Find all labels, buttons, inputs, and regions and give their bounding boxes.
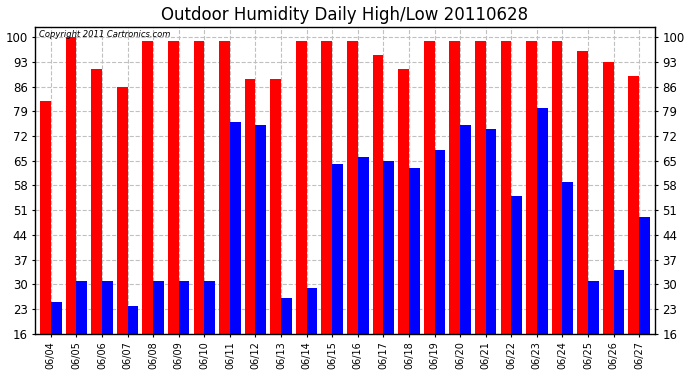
- Bar: [435, 150, 445, 334]
- Bar: [629, 76, 639, 334]
- Bar: [537, 108, 548, 334]
- Bar: [358, 157, 368, 334]
- Bar: [270, 80, 281, 334]
- Bar: [322, 40, 332, 334]
- Bar: [91, 69, 102, 334]
- Bar: [409, 168, 420, 334]
- Bar: [384, 161, 394, 334]
- Bar: [77, 281, 87, 334]
- Bar: [40, 100, 51, 334]
- Text: Copyright 2011 Cartronics.com: Copyright 2011 Cartronics.com: [39, 30, 170, 39]
- Bar: [603, 62, 613, 334]
- Bar: [204, 281, 215, 334]
- Bar: [639, 217, 650, 334]
- Bar: [281, 298, 292, 334]
- Bar: [219, 40, 230, 334]
- Bar: [449, 40, 460, 334]
- Bar: [526, 40, 537, 334]
- Bar: [398, 69, 409, 334]
- Bar: [168, 40, 179, 334]
- Bar: [306, 288, 317, 334]
- Bar: [296, 40, 306, 334]
- Bar: [245, 80, 255, 334]
- Title: Outdoor Humidity Daily High/Low 20110628: Outdoor Humidity Daily High/Low 20110628: [161, 6, 529, 24]
- Bar: [117, 87, 128, 334]
- Bar: [102, 281, 112, 334]
- Bar: [128, 306, 138, 334]
- Bar: [424, 40, 435, 334]
- Bar: [552, 40, 562, 334]
- Bar: [51, 302, 61, 334]
- Bar: [230, 122, 241, 334]
- Bar: [500, 40, 511, 334]
- Bar: [347, 40, 358, 334]
- Bar: [613, 270, 624, 334]
- Bar: [66, 37, 77, 334]
- Bar: [511, 196, 522, 334]
- Bar: [578, 51, 588, 334]
- Bar: [475, 40, 486, 334]
- Bar: [588, 281, 599, 334]
- Bar: [486, 129, 496, 334]
- Bar: [194, 40, 204, 334]
- Bar: [179, 281, 190, 334]
- Bar: [332, 164, 343, 334]
- Bar: [153, 281, 164, 334]
- Bar: [460, 125, 471, 334]
- Bar: [373, 55, 384, 334]
- Bar: [255, 125, 266, 334]
- Bar: [142, 40, 153, 334]
- Bar: [562, 182, 573, 334]
